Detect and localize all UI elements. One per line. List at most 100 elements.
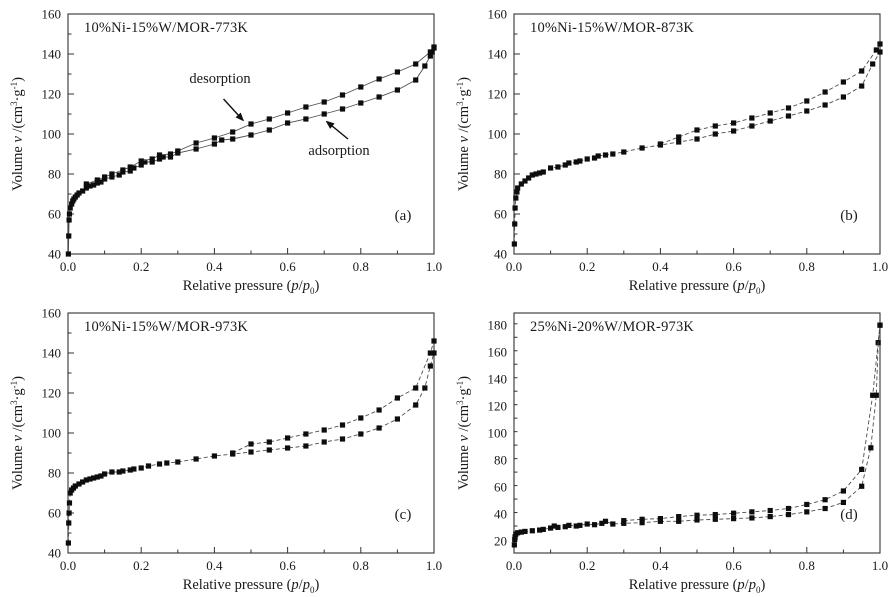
svg-text:160: 160 <box>488 7 508 22</box>
axis-ticks <box>513 13 881 255</box>
svg-text:0.6: 0.6 <box>279 259 296 274</box>
svg-text:140: 140 <box>42 346 62 361</box>
svg-text:0.6: 0.6 <box>725 259 742 274</box>
svg-text:1.0: 1.0 <box>426 558 442 573</box>
svg-text:0.0: 0.0 <box>60 259 76 274</box>
svg-text:0.8: 0.8 <box>799 558 815 573</box>
plot-frame <box>67 312 435 554</box>
y-axis-label: Volume v /(cm3·g-1) <box>9 77 26 191</box>
panel-a-title: 10%Ni-15%W/MOR-773K <box>84 20 249 36</box>
plot-d-svg: 0.0 0.2 0.4 0.6 0.8 1.0 20 40 60 80 100 120 140 160 18… <box>455 312 888 595</box>
x-tick-labels: 0.0 0.2 0.4 0.6 0.8 1.0 <box>60 259 442 274</box>
desorption-series <box>621 322 883 524</box>
svg-text:60: 60 <box>48 207 61 222</box>
svg-text:0.6: 0.6 <box>279 558 296 573</box>
panel-c-title: 10%Ni-15%W/MOR-973K <box>84 319 249 335</box>
y-axis-label: Volume v /(cm3·g-1) <box>9 376 26 490</box>
panel-c-letter: (c) <box>394 507 412 523</box>
svg-text:140: 140 <box>488 47 508 62</box>
svg-text:100: 100 <box>488 426 508 441</box>
adsorption-series <box>65 350 437 546</box>
plot-a-svg: 0.0 0.2 0.4 0.6 0.8 1.0 40 60 80 100 120 140 160 Rela… <box>9 7 442 297</box>
y-tick-labels: 40 60 80 100 120 140 160 <box>42 7 62 262</box>
svg-text:0.4: 0.4 <box>652 558 669 573</box>
plot-frame <box>513 13 881 255</box>
y-axis-label: Volume v /(cm3·g-1) <box>455 376 472 490</box>
svg-text:120: 120 <box>42 386 62 401</box>
panel-d-title: 25%Ni-20%W/MOR-973K <box>530 319 695 335</box>
svg-text:120: 120 <box>42 87 62 102</box>
panel-d-letter: (d) <box>840 507 858 523</box>
panel-a-letter: (a) <box>394 208 412 224</box>
svg-text:100: 100 <box>42 426 62 441</box>
svg-text:0.8: 0.8 <box>353 558 369 573</box>
plot-b-svg: 0.0 0.2 0.4 0.6 0.8 1.0 40 60 80 100 120 140 160 Rela… <box>455 7 888 297</box>
svg-text:160: 160 <box>42 306 62 321</box>
svg-text:40: 40 <box>494 506 507 521</box>
svg-text:0.0: 0.0 <box>60 558 76 573</box>
svg-text:0.4: 0.4 <box>206 558 223 573</box>
svg-text:0.4: 0.4 <box>652 259 669 274</box>
svg-text:160: 160 <box>42 7 62 22</box>
svg-text:1.0: 1.0 <box>872 558 888 573</box>
svg-text:100: 100 <box>42 127 62 142</box>
x-axis-label: Relative pressure (p/p0) <box>183 577 320 595</box>
y-tick-labels: 20 40 60 80 100 120 140 160 180 <box>488 318 508 549</box>
svg-text:20: 20 <box>494 533 507 548</box>
x-axis-label: Relative pressure (p/p0) <box>183 278 320 296</box>
svg-text:80: 80 <box>48 167 61 182</box>
panel-b-title: 10%Ni-15%W/MOR-873K <box>530 20 695 36</box>
plot-c-svg: 0.0 0.2 0.4 0.6 0.8 1.0 40 60 80 100 120 140 160 Rela… <box>9 306 442 596</box>
y-tick-labels: 40 60 80 100 120 140 160 <box>488 7 508 262</box>
svg-text:40: 40 <box>48 546 61 561</box>
x-axis-label: Relative pressure (p/p0) <box>629 278 766 296</box>
svg-text:0.2: 0.2 <box>579 558 595 573</box>
axis-ticks <box>67 312 435 554</box>
svg-text:40: 40 <box>48 247 61 262</box>
axis-ticks <box>513 323 881 553</box>
adsorption-series <box>511 49 883 247</box>
panel-b: 0.0 0.2 0.4 0.6 0.8 1.0 40 60 80 100 120 140 160 Rela… <box>446 0 892 298</box>
svg-text:0.8: 0.8 <box>799 259 815 274</box>
svg-text:60: 60 <box>494 479 507 494</box>
adsorption-annotation-label: adsorption <box>308 143 370 159</box>
svg-text:80: 80 <box>494 167 507 182</box>
svg-text:40: 40 <box>494 247 507 262</box>
desorption-series <box>230 338 437 456</box>
svg-text:0.2: 0.2 <box>133 558 149 573</box>
svg-text:140: 140 <box>42 47 62 62</box>
x-tick-labels: 0.0 0.2 0.4 0.6 0.8 1.0 <box>506 558 888 573</box>
panel-c: 0.0 0.2 0.4 0.6 0.8 1.0 40 60 80 100 120 140 160 Rela… <box>0 299 446 597</box>
svg-text:0.2: 0.2 <box>133 259 149 274</box>
annotation-arrows <box>223 98 349 140</box>
x-axis-label: Relative pressure (p/p0) <box>629 577 766 595</box>
adsorption-series <box>511 322 883 548</box>
desorption-series <box>83 44 437 187</box>
svg-text:100: 100 <box>488 127 508 142</box>
svg-text:120: 120 <box>488 399 508 414</box>
panel-d: 0.0 0.2 0.4 0.6 0.8 1.0 20 40 60 80 100 120 140 160 18… <box>446 299 892 597</box>
y-tick-labels: 40 60 80 100 120 140 160 <box>42 306 62 561</box>
svg-text:120: 120 <box>488 87 508 102</box>
svg-text:1.0: 1.0 <box>872 259 888 274</box>
svg-text:0.8: 0.8 <box>353 259 369 274</box>
x-tick-labels: 0.0 0.2 0.4 0.6 0.8 1.0 <box>506 259 888 274</box>
svg-text:60: 60 <box>48 506 61 521</box>
svg-text:180: 180 <box>488 318 508 333</box>
panel-b-letter: (b) <box>840 208 858 224</box>
svg-text:0.6: 0.6 <box>725 558 742 573</box>
x-tick-labels: 0.0 0.2 0.4 0.6 0.8 1.0 <box>60 558 442 573</box>
svg-text:80: 80 <box>48 466 61 481</box>
svg-text:140: 140 <box>488 372 508 387</box>
svg-text:0.0: 0.0 <box>506 259 522 274</box>
desorption-annotation-label: desorption <box>189 71 251 87</box>
svg-text:1.0: 1.0 <box>426 259 442 274</box>
svg-text:160: 160 <box>488 345 508 360</box>
panel-a: 0.0 0.2 0.4 0.6 0.8 1.0 40 60 80 100 120 140 160 Rela… <box>0 0 446 298</box>
svg-text:0.4: 0.4 <box>206 259 223 274</box>
svg-text:0.0: 0.0 <box>506 558 522 573</box>
svg-text:80: 80 <box>494 452 507 467</box>
y-axis-label: Volume v /(cm3·g-1) <box>455 77 472 191</box>
svg-text:60: 60 <box>494 207 507 222</box>
